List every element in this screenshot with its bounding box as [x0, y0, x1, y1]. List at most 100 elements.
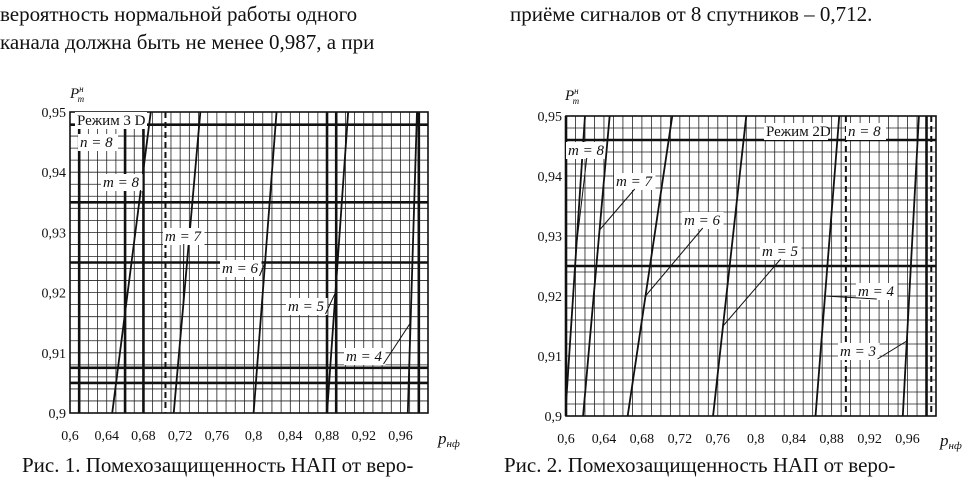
- chart1-x-tick-label: 0,88: [315, 429, 340, 444]
- chart1-y-tick-label: 0,91: [42, 347, 67, 362]
- chart2-series-label-bg-2: [614, 173, 656, 190]
- chart1-x-tick-label: 0,6: [61, 429, 79, 444]
- chart2-x-tick-label: 0,92: [857, 432, 882, 447]
- chart2-series-label-bg-4: [760, 243, 802, 260]
- chart2-y-axis-label: Pн m: [564, 86, 580, 106]
- chart1-x-tick-label: 0,96: [388, 429, 413, 444]
- chart2-series-line-4: [712, 115, 748, 417]
- chart2-x-tick-label: 0,68: [630, 432, 655, 447]
- chart1-series-leader-1: [138, 189, 141, 203]
- figure-1-caption: Рис. 1. Помехозащищенность НАП от веро-: [22, 453, 414, 477]
- chart2-series-line-2: [582, 115, 611, 417]
- chart1-mode-label-bg: [75, 112, 147, 129]
- chart2-series-line-5: [814, 115, 841, 417]
- chart2-series-label-2: m = 7: [616, 174, 653, 190]
- chart1-series-line-4: [326, 111, 350, 414]
- chart2-series-label-6: m = 3: [840, 344, 876, 360]
- chart1-x-tick-label: 0,72: [168, 429, 193, 444]
- chart2-series-label-3: m = 6: [684, 213, 720, 229]
- chart2-x-tick-label: 0,72: [668, 432, 693, 447]
- chart2-n-label-bg: [846, 123, 886, 140]
- chart1-series-label-5: m = 4: [346, 349, 382, 365]
- chart2-x-tick-label: 0,64: [592, 432, 617, 447]
- chart2-series-label-4: m = 5: [762, 244, 798, 260]
- chart1-x-tick-label: 0,64: [94, 429, 119, 444]
- chart2-y-tick-label: 0,94: [538, 170, 563, 185]
- chart2-y-axis-label-sup: н: [574, 86, 579, 96]
- chart1-series-line-5: [406, 111, 418, 414]
- right-text-line-1: приёме сигналов от 8 спутников – 0,712.: [510, 2, 873, 26]
- chart1-series-label-bg-5: [344, 348, 386, 365]
- chart2-series-label-bg-6: [838, 343, 880, 360]
- chart1-y-tick-label: 0,93: [42, 226, 67, 241]
- chart1-series-label-2: m = 7: [165, 229, 202, 245]
- chart2-y-tick-label: 0,92: [538, 290, 563, 305]
- chart1-series-line-1: [111, 111, 152, 414]
- chart2-y-axis-label-sub: m: [573, 96, 580, 106]
- chart2-x-tick-label: 0,6: [557, 432, 575, 447]
- chart1-y-tick-label: 0,95: [42, 106, 67, 121]
- chart1-y-tick-label: 0,92: [42, 287, 67, 302]
- chart1-series-leader-5: [383, 322, 411, 365]
- chart1-series-label-4: m = 5: [288, 299, 324, 315]
- chart2-x-tick-label: 0,96: [895, 432, 920, 447]
- chart1-x-tick-label: 0,8: [245, 429, 263, 444]
- chart2-series-line-3: [626, 115, 674, 417]
- chart2-y-tick-label: 0,91: [538, 350, 563, 365]
- chart2-series-label-5: m = 4: [858, 284, 894, 300]
- chart2-series-leader-3: [645, 227, 704, 297]
- chart1-y-axis-label-sub: m: [78, 94, 85, 104]
- left-text-line-1: вероятность нормальной работы одного: [0, 2, 358, 26]
- chart1-series-label-bg-1: [101, 174, 143, 191]
- chart1-series-label-bg-4: [286, 298, 328, 315]
- chart2-x-tick-label: 0,8: [747, 432, 765, 447]
- chart2-series-leader-5: [824, 295, 877, 300]
- chart2-series-leader-6: [877, 340, 908, 360]
- chart1-x-axis-label-sub: нф: [447, 438, 460, 450]
- chart1-x-tick-label: 0,76: [205, 429, 230, 444]
- chart1-series-label-1: m = 8: [103, 175, 139, 191]
- chart2-x-tick-label: 0,76: [706, 432, 731, 447]
- chart1-series-label-bg-3: [220, 260, 262, 277]
- chart2-series-line-6: [901, 115, 920, 417]
- chart1-x-tick-label: 0,84: [278, 429, 303, 444]
- chart2-series-label-1: m = 8: [568, 143, 604, 159]
- chart1-y-tick-label: 0,94: [42, 166, 67, 181]
- chart2-series-line-1: [565, 115, 586, 405]
- chart2-series-leader-1: [575, 157, 588, 246]
- left-text-line-2: канала должна быть не менее 0,987, а при: [0, 30, 375, 54]
- chart2-n-label: n = 8: [848, 124, 881, 140]
- chart2-series-label-bg-3: [682, 212, 724, 229]
- chart1-x-tick-label: 0,68: [131, 429, 156, 444]
- chart2-mode-label-bg: [764, 123, 828, 140]
- chart2-series-leader-4: [722, 258, 782, 327]
- chart2-x-axis-label-sub: нф: [949, 440, 962, 452]
- chart1-series-leader-3: [259, 262, 266, 277]
- chart2-y-tick-label: 0,93: [538, 230, 563, 245]
- chart2-y-tick-label: 0,95: [538, 110, 563, 125]
- chart1-y-tick-label: 0,9: [49, 407, 67, 422]
- chart1-mode-label: Режим 3 D: [77, 113, 146, 129]
- chart2-x-axis-label: pнф: [939, 431, 962, 452]
- chart1-series-label-3: m = 6: [222, 261, 258, 277]
- chart2-series-leader-2: [599, 188, 636, 231]
- chart1-series-line-2: [172, 111, 202, 414]
- chart2-series-label-bg-5: [856, 283, 898, 300]
- figure-2-caption: Рис. 2. Помехозащищенность НАП от веро-: [504, 453, 896, 477]
- chart2-plot-frame: [565, 115, 937, 417]
- chart1-x-tick-label: 0,92: [351, 429, 376, 444]
- chart1-y-axis-label-sup: н: [79, 84, 84, 94]
- chart2-mode-label: Режим 2D: [766, 124, 831, 140]
- chart1-n-label: n = 8: [80, 135, 113, 151]
- chart1-series-label-bg-2: [163, 228, 205, 245]
- chart1-n-label-bg: [78, 134, 118, 151]
- chart2-y-tick-label: 0,9: [545, 410, 563, 425]
- chart2-x-tick-label: 0,88: [819, 432, 844, 447]
- chart1-y-axis-label: Pн m: [69, 84, 85, 104]
- chart2-x-tick-label: 0,84: [781, 432, 806, 447]
- chart1-series-leader-4: [325, 292, 336, 315]
- chart2-series-label-bg-1: [566, 142, 608, 159]
- chart1-plot-frame: [69, 111, 429, 414]
